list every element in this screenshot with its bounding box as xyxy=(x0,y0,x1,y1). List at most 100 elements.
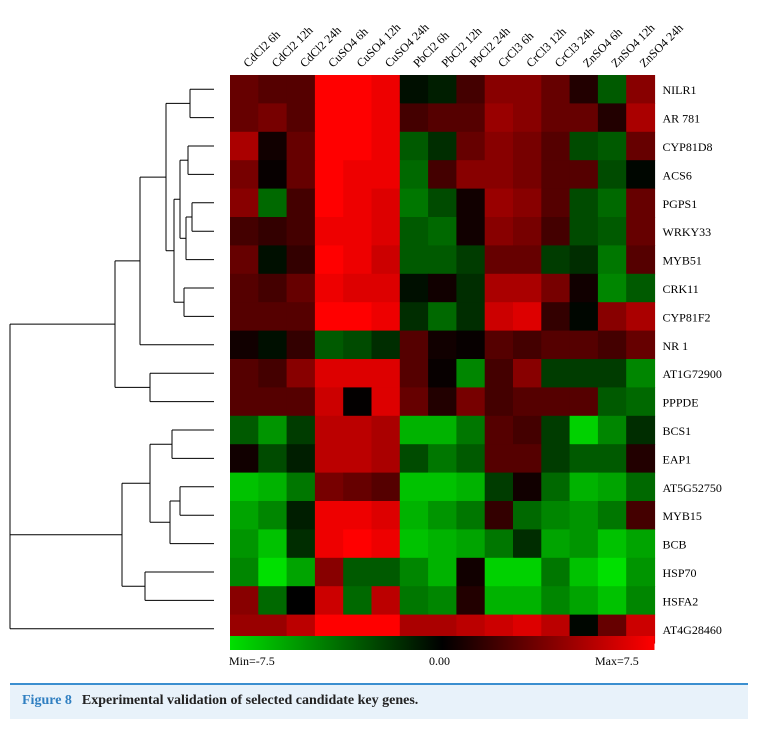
row-label: ACS6 xyxy=(663,168,692,182)
heatmap-cell xyxy=(314,75,344,104)
heatmap-cell xyxy=(230,359,259,388)
figure-caption: Figure 8 Experimental validation of selec… xyxy=(10,683,748,719)
heatmap-cell xyxy=(230,387,259,417)
heatmap-cell xyxy=(399,188,429,218)
heatmap-cell xyxy=(513,387,542,417)
heatmap-cell xyxy=(626,160,656,190)
heatmap-cell xyxy=(626,131,656,161)
row-label: PPPDE xyxy=(663,396,699,410)
heatmap-cell xyxy=(513,557,542,587)
row-label: PGPS1 xyxy=(663,197,698,211)
heatmap-cell xyxy=(230,444,259,474)
heatmap-cell xyxy=(314,529,344,559)
caption-body: Experimental validation of selected cand… xyxy=(81,693,419,708)
heatmap-cell xyxy=(626,586,656,616)
heatmap-cell xyxy=(513,188,542,218)
heatmap-cell xyxy=(513,529,542,559)
heatmap-cell xyxy=(428,586,457,616)
heatmap-cell xyxy=(626,302,656,332)
heatmap-cell xyxy=(399,330,429,360)
row-label: EAP1 xyxy=(663,452,692,466)
heatmap-cell xyxy=(626,444,656,474)
heatmap-cell xyxy=(258,160,288,190)
heatmap-cell xyxy=(513,245,542,275)
heatmap-cell xyxy=(258,415,288,445)
heatmap-cell xyxy=(399,245,429,275)
heatmap-cell xyxy=(258,472,288,502)
heatmap-cell xyxy=(428,302,457,332)
heatmap-cell xyxy=(428,131,457,161)
heatmap-cell xyxy=(258,330,288,360)
heatmap-cell xyxy=(230,75,259,104)
heatmap-cell xyxy=(541,160,571,190)
heatmap-cell xyxy=(399,302,429,332)
heatmap-cell xyxy=(314,330,344,360)
heatmap-cell xyxy=(428,529,457,559)
row-label: AT5G52750 xyxy=(663,481,722,495)
heatmap-cell xyxy=(343,387,373,417)
heatmap-cell xyxy=(513,273,542,303)
heatmap-cell xyxy=(484,586,514,616)
heatmap-cell xyxy=(314,387,344,417)
heatmap-cell xyxy=(569,330,599,360)
heatmap-cell xyxy=(399,529,429,559)
heatmap-cell xyxy=(428,273,457,303)
heatmap-cell xyxy=(541,501,571,530)
heatmap-cell xyxy=(597,444,627,474)
heatmap-cell xyxy=(513,415,542,445)
heatmap-cell xyxy=(399,75,429,104)
heatmap-cell xyxy=(456,188,486,218)
heatmap-cell xyxy=(484,444,514,474)
heatmap-cell xyxy=(597,472,627,502)
heatmap-cell xyxy=(569,245,599,275)
heatmap-cell xyxy=(513,103,542,133)
heatmap-cell xyxy=(456,387,486,417)
heatmap-cell xyxy=(626,217,656,246)
heatmap-cell xyxy=(399,273,429,303)
heatmap-cell xyxy=(541,273,571,303)
heatmap-cell xyxy=(428,75,457,104)
heatmap-cell xyxy=(626,188,656,218)
heatmap-cell xyxy=(597,302,627,332)
heatmap-cell xyxy=(484,302,514,332)
heatmap-cell xyxy=(541,529,571,559)
heatmap-cell xyxy=(343,501,373,530)
heatmap-cell xyxy=(456,75,486,104)
heatmap-cell xyxy=(371,103,401,133)
heatmap-cell xyxy=(597,586,627,616)
heatmap-cell xyxy=(230,103,259,133)
heatmap-cell xyxy=(428,501,457,530)
heatmap-cell xyxy=(541,359,571,388)
heatmap-cell xyxy=(371,415,401,445)
heatmap-cell xyxy=(286,415,316,445)
row-label: HSFA2 xyxy=(663,594,699,608)
heatmap-cell xyxy=(541,415,571,445)
heatmap-cell xyxy=(428,387,457,417)
heatmap-cell xyxy=(314,273,344,303)
heatmap-cell xyxy=(597,131,627,161)
heatmap-cell xyxy=(428,217,457,246)
row-label: CRK11 xyxy=(663,282,699,296)
heatmap-cell xyxy=(371,188,401,218)
heatmap-cell xyxy=(428,415,457,445)
heatmap-cell xyxy=(286,273,316,303)
heatmap-cell xyxy=(484,501,514,530)
heatmap-cell xyxy=(371,131,401,161)
heatmap-cell xyxy=(541,188,571,218)
row-label: BCS1 xyxy=(663,424,692,438)
heatmap-cell xyxy=(286,359,316,388)
heatmap-cell xyxy=(513,75,542,104)
heatmap-cell xyxy=(258,586,288,616)
heatmap-cell xyxy=(258,501,288,530)
heatmap-cell xyxy=(230,217,259,246)
heatmap-cell xyxy=(569,188,599,218)
heatmap-cell xyxy=(258,359,288,388)
heatmap-cell xyxy=(399,103,429,133)
heatmap-cell xyxy=(399,387,429,417)
heatmap-cell xyxy=(597,359,627,388)
heatmap-cell xyxy=(314,217,344,246)
heatmap-cell xyxy=(399,359,429,388)
heatmap-cell xyxy=(626,359,656,388)
heatmap-cell xyxy=(513,131,542,161)
